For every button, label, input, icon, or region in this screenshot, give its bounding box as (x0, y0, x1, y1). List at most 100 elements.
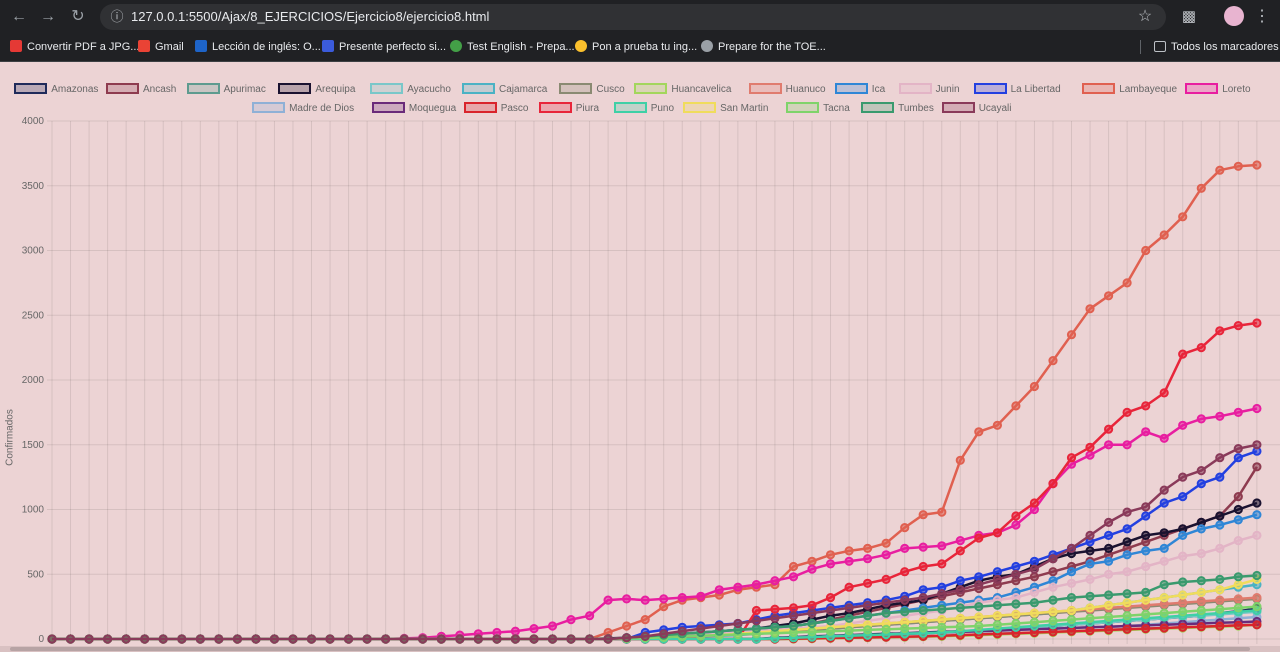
site-info-icon[interactable]: ⓘ (110, 9, 124, 24)
y-tick-label: 3500 (22, 181, 45, 192)
data-point (1196, 343, 1206, 353)
data-point (1122, 407, 1132, 417)
legend-label: Puno (650, 103, 675, 114)
data-point (974, 621, 984, 631)
legend-item[interactable]: Ica (834, 83, 885, 97)
legend-label: Amazonas (51, 84, 99, 95)
legend-label: Cusco (596, 84, 625, 95)
data-point (214, 634, 224, 644)
bookmark-item[interactable]: Gmail (138, 37, 184, 57)
data-point (288, 634, 298, 644)
bookmark-item[interactable]: Convertir PDF a JPG... (10, 37, 139, 57)
data-point (1104, 612, 1114, 622)
data-point (1029, 498, 1040, 508)
legend-item[interactable]: Puno (613, 102, 675, 116)
data-point (529, 624, 539, 634)
bookmark-item[interactable]: Prepare for the TOE... (701, 37, 826, 57)
legend-item[interactable]: Ayacucho (370, 83, 451, 97)
address-bar[interactable]: ⓘ 127.0.0.1:5500/Ajax/8_EJERCICIOS/Ejerc… (100, 4, 1166, 30)
data-point (1141, 245, 1151, 256)
data-point (1233, 536, 1243, 546)
legend-item[interactable]: Moqueguа (371, 102, 456, 116)
scrollbar-thumb[interactable] (10, 647, 1250, 651)
data-point (1141, 530, 1151, 540)
url-text[interactable]: 127.0.0.1:5500/Ajax/8_EJERCICIOS/Ejercic… (131, 9, 490, 24)
back-arrow-icon[interactable]: ← (11, 8, 27, 25)
profile-avatar[interactable] (1224, 6, 1244, 26)
data-point (1141, 546, 1151, 556)
legend-item[interactable]: Amazonas (14, 83, 98, 97)
data-point (937, 507, 947, 517)
legend-item[interactable]: Cajamarca (462, 83, 547, 97)
data-point (1122, 440, 1132, 450)
data-point (825, 550, 836, 560)
legend-item[interactable]: Huanuco (748, 83, 826, 97)
data-point (1215, 604, 1225, 614)
data-point (1011, 520, 1021, 530)
data-point (788, 611, 799, 621)
legend-label: Ayacucho (407, 84, 451, 95)
data-point (103, 634, 113, 644)
data-point (251, 634, 261, 644)
data-point (1215, 165, 1225, 175)
data-point (1252, 593, 1262, 603)
legend-item[interactable]: Piura (538, 102, 599, 116)
data-point (992, 611, 1003, 621)
legend-item[interactable]: Tumbes (861, 102, 934, 116)
horizontal-scrollbar[interactable] (0, 646, 1280, 652)
data-point (1215, 595, 1225, 605)
menu-kebab-icon[interactable]: ⋮ (1254, 8, 1270, 25)
legend-swatch (371, 102, 405, 113)
ets-icon (701, 40, 713, 52)
legend-item[interactable]: San Martin (683, 102, 768, 116)
bookmark-item[interactable]: Test English - Prepa... (450, 37, 575, 57)
legend-label: Loreto (1222, 84, 1251, 95)
data-point (1122, 624, 1132, 634)
all-bookmarks-folder[interactable]: Todos los marcadores (1154, 37, 1279, 57)
data-point (1141, 561, 1151, 572)
data-point (418, 634, 428, 644)
legend-item[interactable]: Arequipa (278, 83, 355, 97)
legend-item[interactable]: Ancash (106, 83, 176, 97)
data-point (1029, 381, 1040, 392)
data-point (955, 576, 965, 586)
legend-item[interactable]: Apurimac (186, 83, 266, 97)
data-point (863, 578, 873, 588)
data-point (1122, 278, 1132, 288)
legend-item[interactable]: Ucayali (941, 102, 1011, 116)
data-point (436, 634, 446, 644)
legend-label: Arequipa (315, 84, 356, 95)
data-point (1159, 608, 1169, 618)
bookmark-star-icon[interactable]: ☆ (1137, 8, 1153, 25)
data-point (1215, 453, 1225, 463)
forward-arrow-icon[interactable]: → (40, 8, 56, 25)
legend-item[interactable]: La Libertad (973, 83, 1061, 97)
data-point (974, 533, 984, 543)
reload-icon[interactable]: ↻ (71, 8, 85, 25)
data-point (1085, 442, 1095, 452)
bookmark-item[interactable]: Lección de inglés: O... (195, 37, 321, 57)
legend-swatch (252, 102, 286, 113)
data-point (714, 621, 724, 631)
grammar-icon (322, 40, 334, 52)
legend-item[interactable]: Huancavelica (634, 83, 731, 97)
data-point (770, 613, 780, 623)
legend-item[interactable]: Madre de Dios (252, 102, 354, 116)
legend-item[interactable]: Cusco (559, 83, 625, 97)
legend-item[interactable]: Pasco (463, 102, 528, 116)
legend-item[interactable]: Tacna (786, 102, 850, 116)
data-point (1029, 564, 1040, 574)
data-point (1104, 569, 1114, 579)
series-line (52, 321, 1258, 641)
extensions-icon[interactable]: ▩ (1181, 8, 1197, 25)
legend-item[interactable]: Junin (898, 83, 960, 97)
data-point (1011, 609, 1021, 620)
data-point (992, 574, 1003, 585)
bookmark-item[interactable]: Presente perfecto si... (322, 37, 446, 57)
data-point (751, 580, 762, 590)
legend-swatch (941, 102, 975, 113)
bookmark-item[interactable]: Pon a prueba tu ing... (575, 37, 697, 57)
legend-item[interactable]: Lambayeque (1082, 83, 1177, 97)
data-point (992, 528, 1003, 538)
legend-item[interactable]: Loreto (1185, 83, 1251, 97)
